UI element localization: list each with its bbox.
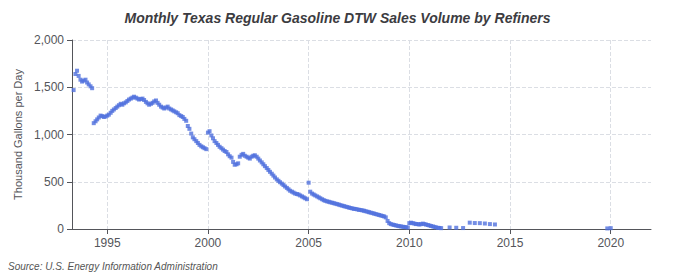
svg-text:Monthly Texas Regular Gasoline: Monthly Texas Regular Gasoline DTW Sales… [124, 10, 550, 26]
svg-text:2020: 2020 [597, 236, 624, 250]
svg-text:2,000: 2,000 [34, 33, 64, 47]
svg-text:2000: 2000 [195, 236, 222, 250]
svg-text:1,500: 1,500 [34, 80, 64, 94]
svg-text:2015: 2015 [497, 236, 524, 250]
svg-text:1,000: 1,000 [34, 128, 64, 142]
svg-text:2005: 2005 [295, 236, 322, 250]
svg-text:500: 500 [44, 175, 64, 189]
svg-text:1995: 1995 [94, 236, 121, 250]
svg-text:Thousand Gallons per Day: Thousand Gallons per Day [12, 69, 24, 200]
svg-text:Source: U.S. Energy Informatio: Source: U.S. Energy Information Administ… [8, 261, 218, 272]
svg-text:0: 0 [57, 222, 64, 236]
svg-text:2010: 2010 [396, 236, 423, 250]
